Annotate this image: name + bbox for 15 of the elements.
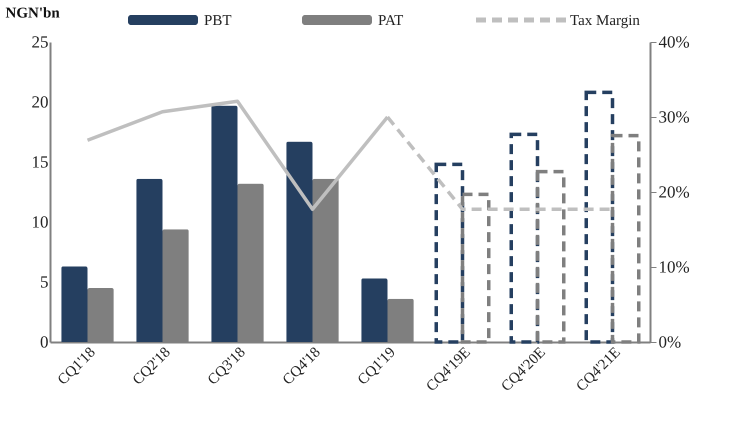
y-tick-label: 5	[40, 272, 48, 292]
y-tick-label: 20	[32, 92, 48, 112]
y-tick-label: 0	[40, 332, 48, 352]
y-tick-label: 25	[32, 32, 48, 52]
y2-tick-label: 40%	[658, 32, 690, 52]
legend-label: PBT	[204, 13, 232, 29]
y2-tick-label: 10%	[658, 258, 690, 276]
y-axis-title: NGN'bn	[6, 6, 60, 22]
legend-label: PAT	[378, 13, 404, 29]
y-tick-label: 10	[32, 212, 48, 232]
y2-tick-label: 20%	[658, 182, 690, 202]
legend-label: Tax Margin	[570, 13, 640, 29]
y-tick-label: 15	[32, 152, 48, 172]
y2-tick-label: 30%	[658, 108, 690, 126]
y2-tick-label: 0%	[658, 332, 682, 352]
